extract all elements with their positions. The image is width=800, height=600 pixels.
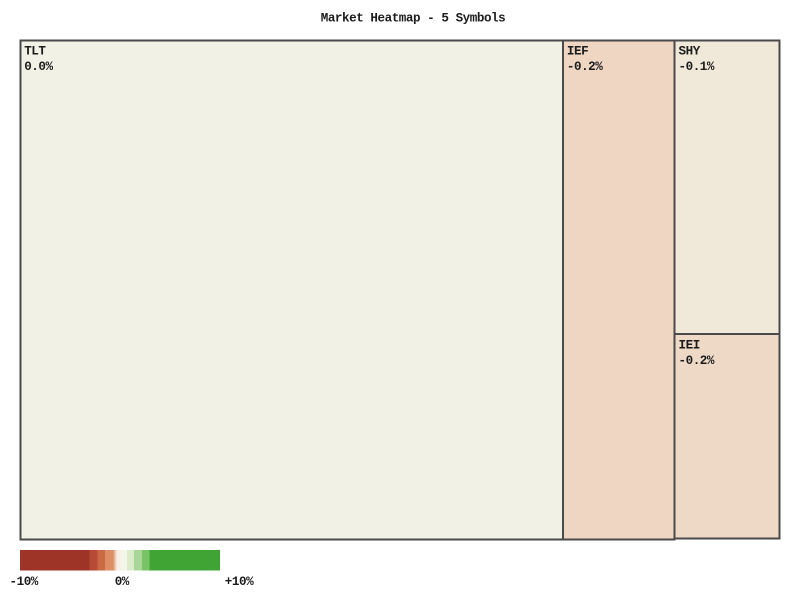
svg-text:-0.2%: -0.2% [679, 354, 715, 368]
svg-text:0%: 0% [115, 575, 130, 589]
svg-text:0.0%: 0.0% [24, 60, 53, 74]
svg-text:-0.1%: -0.1% [679, 60, 715, 74]
svg-text:SHY: SHY [679, 45, 701, 59]
svg-text:-0.2%: -0.2% [567, 60, 603, 74]
svg-text:IEI: IEI [679, 339, 700, 353]
svg-text:+10%: +10% [225, 575, 254, 589]
svg-text:IEF: IEF [567, 45, 588, 59]
svg-text:TLT: TLT [24, 45, 46, 59]
svg-text:-10%: -10% [10, 575, 39, 589]
svg-text:Market Heatmap - 5 Symbols: Market Heatmap - 5 Symbols [321, 11, 506, 25]
